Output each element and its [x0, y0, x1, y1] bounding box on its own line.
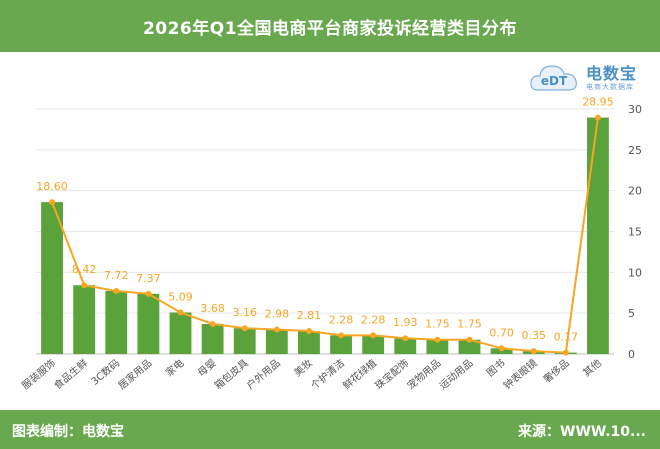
bar — [73, 285, 96, 354]
data-label: 1.93 — [393, 316, 418, 329]
category-label: 母婴 — [196, 357, 219, 379]
line-point — [81, 282, 88, 289]
line-point — [145, 290, 152, 297]
category-label: 户外用品 — [244, 356, 283, 392]
category-label: 鲜花绿植 — [340, 356, 379, 392]
footer-source: 来源：WWW.10... — [518, 424, 646, 440]
line-point — [338, 332, 345, 339]
line-point — [273, 326, 280, 333]
bar — [394, 338, 417, 354]
logo-subtitle: 电商大数据库 — [586, 83, 634, 91]
category-label: 个护清洁 — [308, 356, 347, 392]
data-label: 1.75 — [425, 318, 450, 331]
category-label: 食品生鲜 — [51, 356, 90, 392]
bar — [105, 290, 128, 354]
line-point — [434, 336, 441, 343]
data-label: 0.35 — [521, 329, 546, 342]
data-label: 2.28 — [361, 313, 386, 326]
data-label: 2.98 — [265, 308, 290, 321]
data-label: 28.95 — [582, 96, 614, 109]
line-point — [113, 287, 120, 294]
logo-badge-text: eDT — [541, 74, 568, 88]
category-label: 钟表眼镜 — [501, 356, 540, 392]
bar — [201, 323, 224, 354]
chart-area: 0 5 10 15 20 25 30 18.60 8.42 7.72 7.37 5.09 3.68 3.1… — [0, 52, 660, 410]
line-point — [241, 325, 248, 332]
y-tick-label: 15 — [628, 226, 642, 239]
data-label: 7.37 — [136, 272, 161, 285]
category-label: 服装服饰 — [19, 356, 58, 392]
y-tick-label: 20 — [628, 185, 642, 198]
bar — [362, 335, 385, 354]
category-label: 家电 — [163, 356, 187, 379]
category-label: 运动用品 — [437, 357, 475, 392]
chart-title-bar: 2026年Q1全国电商平台商家投诉经营类目分布 — [0, 0, 660, 52]
line-point — [530, 348, 537, 355]
data-label: 0.70 — [489, 326, 514, 339]
data-label: 7.72 — [104, 269, 129, 282]
footer-bar: 图表编制：电数宝 来源：WWW.10... — [0, 410, 660, 449]
category-label: 居家用品 — [115, 356, 154, 392]
category-label: 美妆 — [291, 356, 315, 379]
data-label: 2.81 — [297, 309, 322, 322]
footer-credit: 图表编制：电数宝 — [12, 424, 124, 440]
data-label: 18.60 — [36, 180, 68, 193]
data-label: 3.16 — [232, 306, 257, 319]
line-series — [51, 117, 599, 354]
line-point — [562, 349, 569, 356]
line-point — [402, 335, 409, 342]
y-tick-label: 25 — [628, 144, 642, 157]
line-point — [594, 114, 601, 121]
category-label: 宠物用品 — [404, 356, 443, 392]
bar — [41, 202, 63, 354]
chart-title: 2026年Q1全国电商平台商家投诉经营类目分布 — [142, 18, 518, 39]
bar — [330, 335, 352, 354]
line-point — [209, 320, 216, 327]
bar — [137, 293, 160, 354]
category-label: 其他 — [580, 356, 604, 379]
bar — [233, 328, 256, 354]
cloud-logo-icon: eDT — [530, 65, 577, 91]
data-label: 3.68 — [200, 302, 225, 315]
bar — [265, 329, 288, 354]
data-label: 8.42 — [72, 263, 97, 276]
bar — [169, 312, 192, 354]
chart-svg: 0 5 10 15 20 25 30 18.60 8.42 7.72 7.37 5.09 3.68 3.1… — [19, 96, 642, 392]
data-label: 5.09 — [168, 290, 193, 303]
category-label: 奢侈品 — [540, 356, 571, 385]
bar — [298, 331, 320, 354]
category-label: 箱包皮具 — [212, 356, 251, 392]
line-point — [370, 332, 377, 339]
line-point — [498, 345, 505, 352]
logo-name: 电数宝 — [586, 64, 638, 83]
line-point — [305, 328, 312, 335]
y-tick-label: 5 — [628, 307, 635, 320]
line-point — [466, 336, 473, 343]
y-tick-label: 10 — [628, 266, 642, 279]
data-label: 2.28 — [329, 313, 354, 326]
y-tick-label: 30 — [628, 103, 642, 116]
line-point — [49, 199, 56, 206]
data-label: 0.17 — [554, 331, 579, 344]
data-label: 1.75 — [457, 318, 482, 331]
category-label: 图书 — [485, 357, 508, 379]
line-point — [177, 309, 184, 316]
bar — [587, 117, 609, 354]
y-tick-label: 0 — [628, 348, 635, 361]
bar — [458, 339, 481, 354]
bar — [426, 339, 449, 354]
category-label: 珠宝配饰 — [372, 356, 411, 392]
brand-logo: eDT 电数宝 电商大数据库 — [528, 58, 648, 98]
